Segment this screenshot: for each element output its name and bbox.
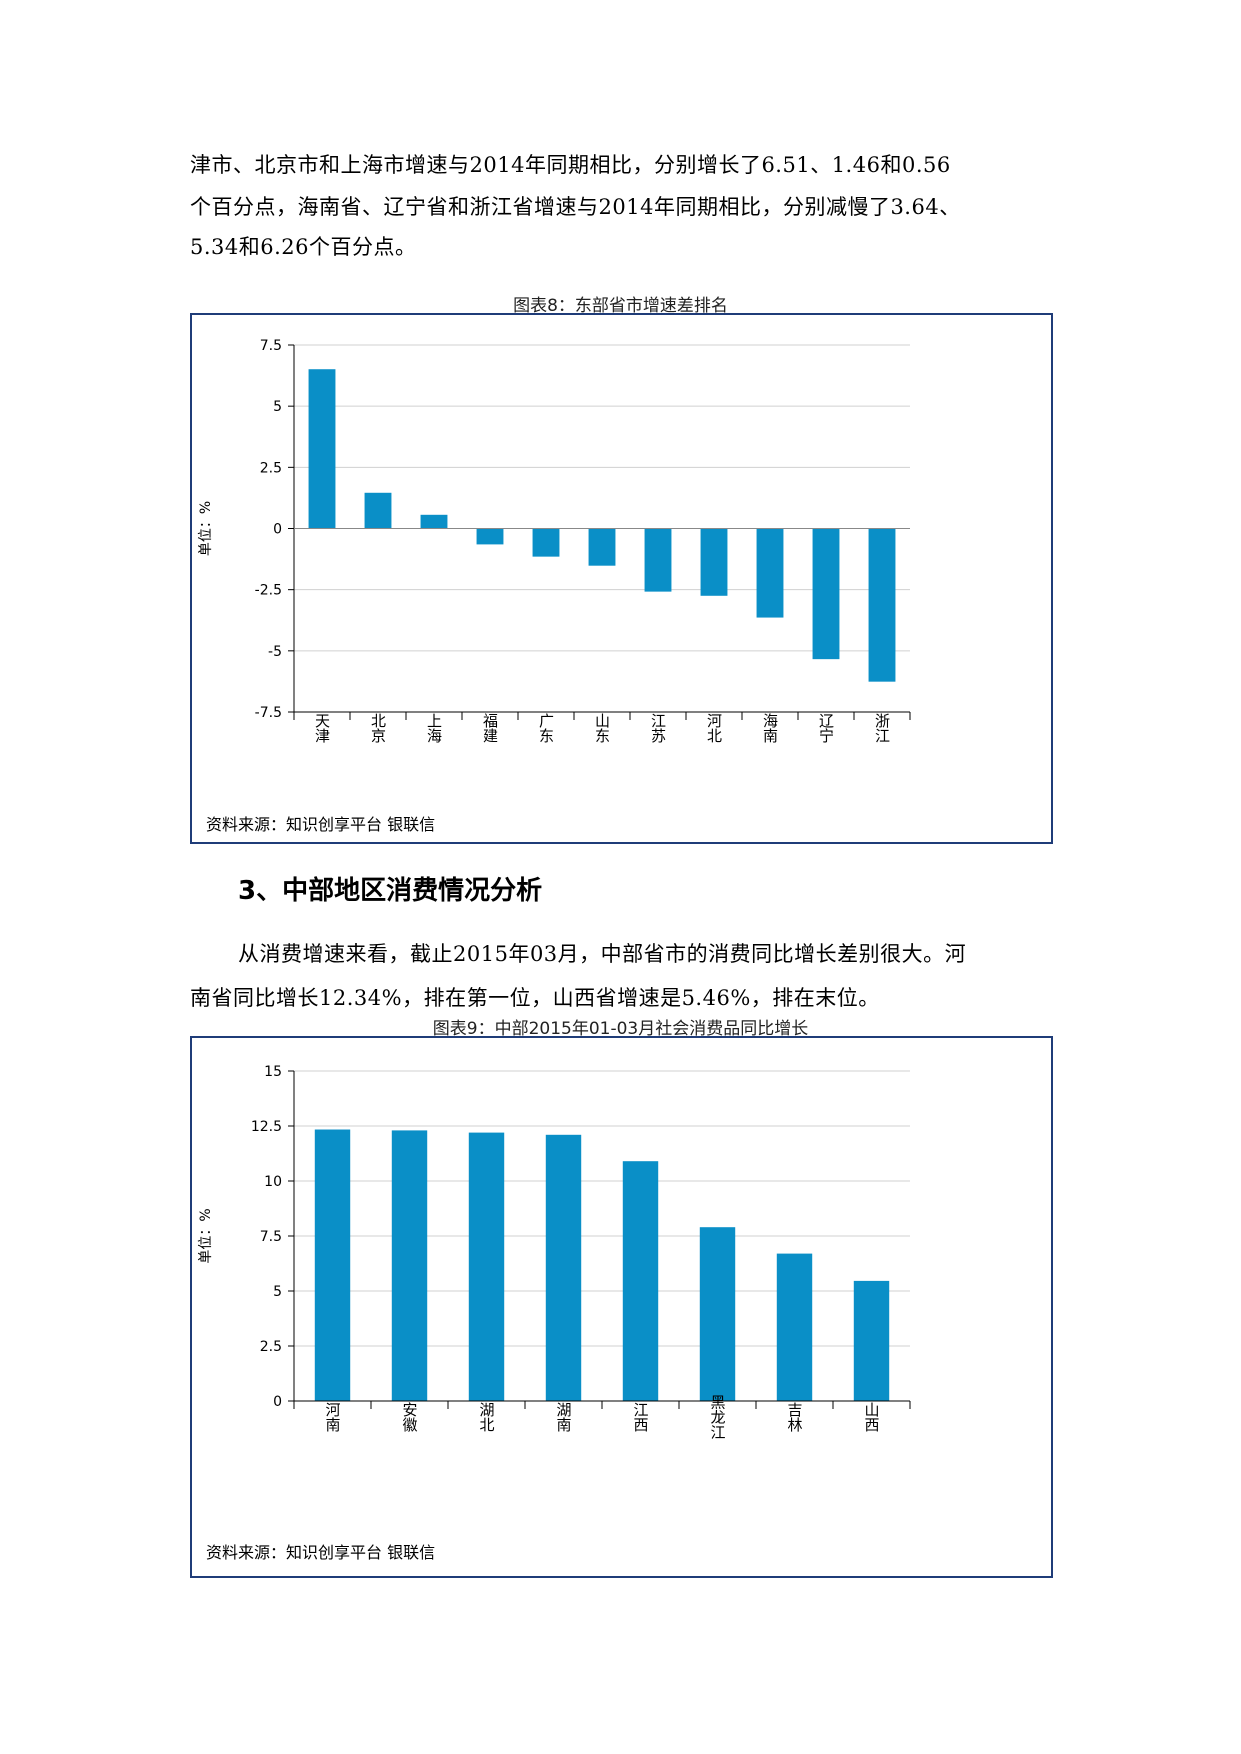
y-tick-label: 10 bbox=[264, 1174, 282, 1190]
x-category-label: 黑龙江 bbox=[709, 1395, 727, 1440]
x-category-label: 湖北 bbox=[478, 1402, 496, 1432]
y-tick-label: -2.5 bbox=[255, 583, 282, 599]
bar-2 bbox=[364, 492, 392, 529]
section-heading: 3、中部地区消费情况分析 bbox=[238, 876, 543, 906]
x-category-label: 福建 bbox=[481, 713, 499, 743]
x-category-label: 广东 bbox=[537, 713, 555, 743]
x-category-label: 浙江 bbox=[873, 713, 891, 743]
y-tick-label: 15 bbox=[264, 1064, 282, 1080]
x-category-label: 河北 bbox=[705, 713, 723, 743]
x-category-label: 江苏 bbox=[649, 713, 667, 744]
bar-7 bbox=[644, 528, 672, 592]
x-category-label: 吉林 bbox=[786, 1402, 804, 1432]
chart-1-svg: 7.5 5 2.5 0 -2.5 -5 -7.5 天津 北京 上海 福建 广东 山东 江苏 河北 海南 辽宁 浙江… bbox=[198, 338, 911, 834]
y-tick-label: 5 bbox=[273, 1284, 282, 1300]
bar-9 bbox=[756, 528, 784, 618]
y-tick-label: -5 bbox=[268, 644, 282, 660]
bar-6 bbox=[588, 528, 616, 566]
x-category-label: 北京 bbox=[369, 713, 387, 744]
intro-line-1: 津市、北京市和上海市增速与2014年同期相比，分别增长了6.51、1.46和0.… bbox=[190, 153, 951, 177]
x-category-label: 海南 bbox=[761, 713, 779, 743]
y-tick-label: 7.5 bbox=[260, 338, 282, 354]
y-tick-label: 0 bbox=[273, 522, 282, 538]
x-category-label: 山西 bbox=[863, 1402, 881, 1432]
intro-line-3: 5.34和6.26个百分点。 bbox=[190, 235, 417, 259]
bar-10 bbox=[812, 528, 840, 660]
chart-2-frame: 15 12.5 10 7.5 5 2.5 0 河南 安徽 湖北 湖南 江西 黑龙江 吉林 山西 单位：% 资料来… bbox=[190, 1036, 1053, 1578]
bar-1 bbox=[314, 1129, 351, 1401]
x-category-label: 安徽 bbox=[401, 1402, 419, 1432]
chart-1-title: 图表8：东部省市增速差排名 bbox=[513, 296, 728, 316]
x-category-label: 湖南 bbox=[555, 1402, 573, 1432]
y-tick-label: 12.5 bbox=[251, 1119, 282, 1135]
bar-3 bbox=[420, 514, 448, 529]
bar-4 bbox=[476, 528, 504, 545]
y-tick-label: 0 bbox=[273, 1394, 282, 1410]
bar-8 bbox=[700, 528, 728, 596]
section-para-line-1: 从消费增速来看，截止2015年03月，中部省市的消费同比增长差别很大。河 bbox=[238, 942, 967, 966]
y-axis-label: 单位：% bbox=[198, 501, 214, 556]
bar-5 bbox=[622, 1161, 659, 1401]
bar-6 bbox=[699, 1227, 736, 1401]
y-axis-label: 单位：% bbox=[198, 1208, 214, 1263]
x-category-label: 江西 bbox=[632, 1402, 650, 1432]
y-tick-label: 2.5 bbox=[260, 460, 282, 476]
bar-11 bbox=[868, 528, 896, 682]
x-category-label: 河南 bbox=[324, 1402, 342, 1432]
section-para-line-2: 南省同比增长12.34%，排在第一位，山西省增速是5.46%，排在末位。 bbox=[190, 986, 880, 1010]
source-note: 资料来源：知识创享平台 银联信 bbox=[206, 815, 435, 834]
x-category-label: 辽宁 bbox=[817, 713, 835, 743]
bar-3 bbox=[468, 1132, 505, 1401]
bar-4 bbox=[545, 1134, 582, 1401]
intro-line-2: 个百分点，海南省、辽宁省和浙江省增速与2014年同期相比，分别减慢了3.64、 bbox=[190, 195, 961, 219]
source-note: 资料来源：知识创享平台 银联信 bbox=[206, 1543, 435, 1562]
chart-2-svg: 15 12.5 10 7.5 5 2.5 0 河南 安徽 湖北 湖南 江西 黑龙江 吉林 山西 单位：% 资料来… bbox=[198, 1064, 911, 1562]
bar-1 bbox=[308, 369, 336, 529]
chart-1-frame: 7.5 5 2.5 0 -2.5 -5 -7.5 天津 北京 上海 福建 广东 山东 江苏 河北 海南 辽宁 浙江… bbox=[190, 313, 1053, 844]
bar-5 bbox=[532, 528, 560, 557]
x-category-label: 上海 bbox=[425, 713, 443, 743]
x-category-label: 天津 bbox=[313, 713, 331, 743]
y-tick-label: 2.5 bbox=[260, 1339, 282, 1355]
y-tick-label: -7.5 bbox=[255, 705, 282, 721]
x-category-label: 山东 bbox=[593, 713, 611, 743]
y-tick-label: 7.5 bbox=[260, 1229, 282, 1245]
chart-2-title: 图表9：中部2015年01-03月社会消费品同比增长 bbox=[432, 1019, 809, 1039]
bar-2 bbox=[391, 1130, 428, 1401]
y-tick-label: 5 bbox=[273, 399, 282, 415]
bar-7 bbox=[776, 1253, 813, 1401]
bar-8 bbox=[853, 1280, 890, 1401]
